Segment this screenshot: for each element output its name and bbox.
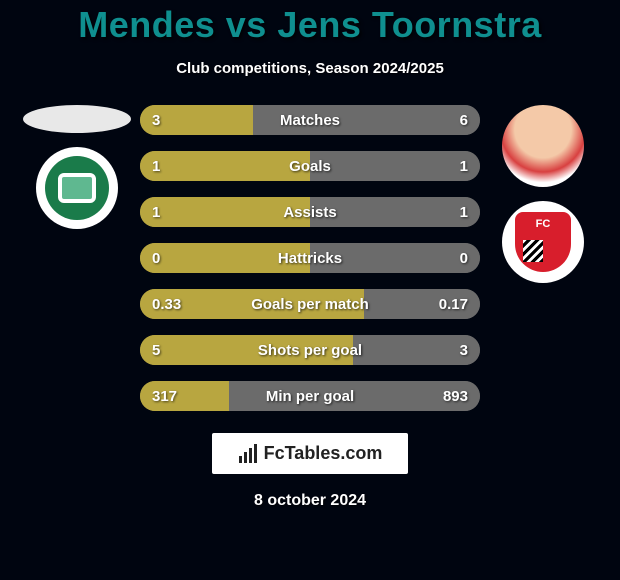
page-title: Mendes vs Jens Toornstra [78,4,541,46]
club-right-badge: FC [502,201,584,283]
stat-label: Assists [283,204,336,221]
stat-label: Shots per goal [258,342,362,359]
groningen-badge-inner [45,156,109,220]
stat-value-right: 893 [443,388,468,405]
stat-value-left: 5 [152,342,160,359]
utrecht-shield: FC [515,212,571,272]
player-right-avatar [502,105,584,187]
stat-value-left: 3 [152,112,160,129]
stat-label: Goals [289,158,331,175]
player-left-avatar [23,105,131,133]
main-row: 3 6 Matches 1 1 Goals 1 1 Assists 0 0 Hattricks 0.33… [0,105,620,411]
stat-bar: 5 3 Shots per goal [140,335,480,365]
stat-label: Goals per match [251,296,369,313]
date-label: 8 october 2024 [254,492,366,510]
stat-bar: 1 1 Goals [140,151,480,181]
stat-value-right: 3 [460,342,468,359]
stat-value-right: 0 [460,250,468,267]
utrecht-fc-text: FC [536,218,551,230]
stat-label: Min per goal [266,388,354,405]
stat-value-left: 1 [152,204,160,221]
stat-value-left: 0.33 [152,296,181,313]
stat-value-right: 6 [460,112,468,129]
stat-value-right: 1 [460,204,468,221]
stat-bar: 1 1 Assists [140,197,480,227]
stat-value-right: 1 [460,158,468,175]
stat-label: Matches [280,112,340,129]
stat-fill-right [310,151,480,181]
left-column [22,105,132,229]
comparison-container: Mendes vs Jens Toornstra Club competitio… [0,0,620,580]
utrecht-stripes [523,240,543,262]
stat-value-left: 317 [152,388,177,405]
bar-chart-icon [238,444,258,464]
stat-fill-left [140,151,310,181]
stat-value-left: 0 [152,250,160,267]
branding-label: FcTables.com [264,443,383,464]
stat-value-right: 0.17 [439,296,468,313]
subtitle: Club competitions, Season 2024/2025 [176,60,444,77]
stat-bar: 0.33 0.17 Goals per match [140,289,480,319]
stat-value-left: 1 [152,158,160,175]
branding-badge: FcTables.com [212,433,409,474]
groningen-badge-core [58,173,96,203]
right-column: FC [488,105,598,283]
stat-bar: 0 0 Hattricks [140,243,480,273]
stat-bar: 3 6 Matches [140,105,480,135]
stat-bar: 317 893 Min per goal [140,381,480,411]
stats-column: 3 6 Matches 1 1 Goals 1 1 Assists 0 0 Hattricks 0.33… [140,105,480,411]
club-left-badge [36,147,118,229]
stat-label: Hattricks [278,250,342,267]
